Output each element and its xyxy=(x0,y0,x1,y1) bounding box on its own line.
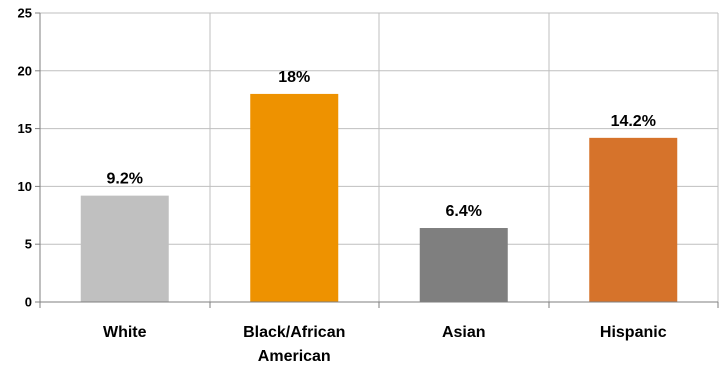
labels: 0 5 10 15 20 25 9.2% White 18% Black/African Ameri… xyxy=(18,6,667,366)
category-label: American xyxy=(258,348,331,365)
category-label: Black/African xyxy=(243,324,345,341)
y-tick-label: 0 xyxy=(25,295,32,310)
category-label: Asian xyxy=(442,324,486,341)
bar xyxy=(589,137,678,302)
axes xyxy=(35,12,719,308)
data-label: 14.2% xyxy=(611,113,656,130)
bar xyxy=(419,228,508,302)
category-label: Hispanic xyxy=(600,324,667,341)
category-label: White xyxy=(103,324,147,341)
y-tick-label: 5 xyxy=(25,237,32,252)
data-label: 18% xyxy=(278,69,310,86)
y-tick-label: 10 xyxy=(18,179,32,194)
y-tick-label: 20 xyxy=(18,63,32,78)
y-tick-label: 25 xyxy=(18,6,32,21)
bars xyxy=(80,93,678,302)
bar xyxy=(250,93,339,302)
bar xyxy=(80,195,169,302)
y-tick-label: 15 xyxy=(18,121,32,136)
data-label: 6.4% xyxy=(446,203,482,220)
data-label: 9.2% xyxy=(107,171,143,188)
